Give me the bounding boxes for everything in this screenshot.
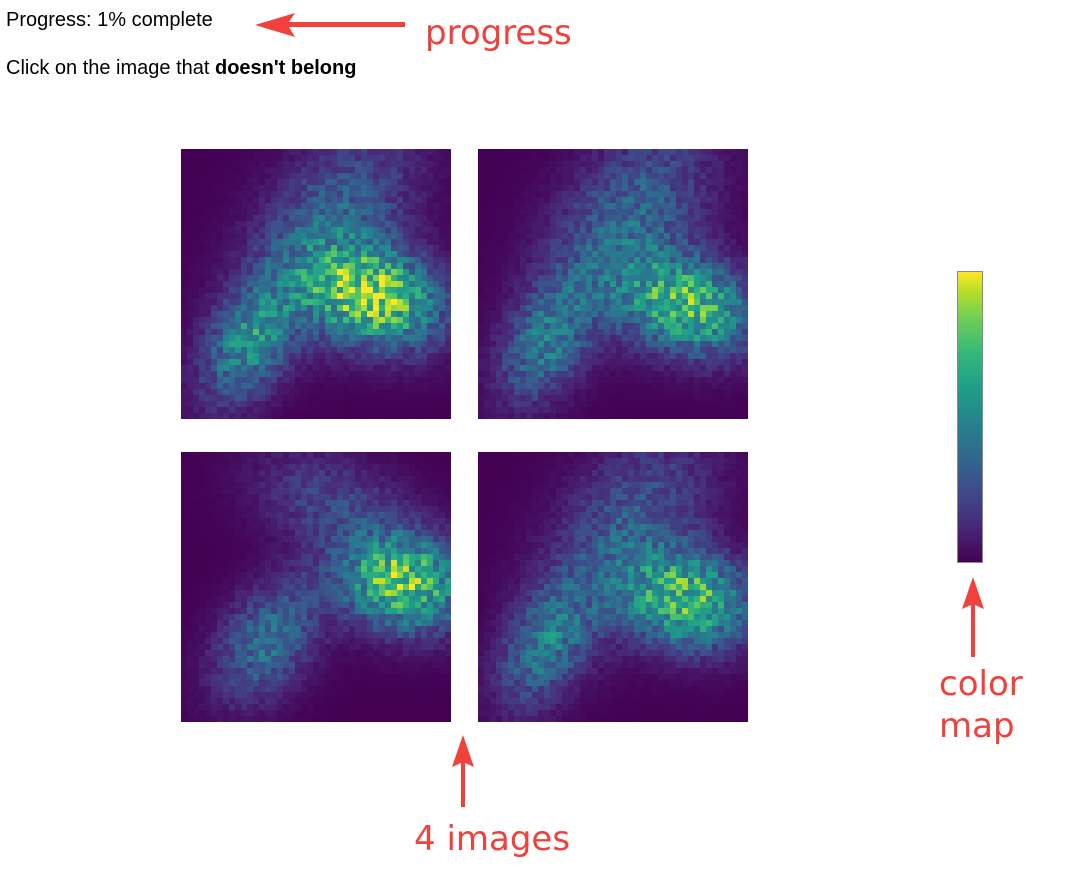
image-tile-4[interactable] bbox=[478, 452, 748, 722]
colormap-arrow-icon bbox=[962, 577, 984, 657]
images-arrow-icon bbox=[452, 735, 474, 807]
heatmap-image bbox=[478, 149, 748, 419]
image-tile-2[interactable] bbox=[478, 149, 748, 419]
heatmap-image bbox=[478, 452, 748, 722]
progress-text: Progress: 1% complete bbox=[6, 9, 213, 32]
progress-arrow-icon bbox=[255, 13, 405, 37]
progress-value: 1% complete bbox=[97, 9, 213, 31]
instruction-emphasis: doesn't belong bbox=[215, 57, 357, 79]
progress-label: Progress: bbox=[6, 9, 92, 31]
progress-annotation: progress bbox=[425, 13, 572, 53]
colormap-annotation-line2: map bbox=[939, 706, 1015, 746]
colormap-bar bbox=[957, 271, 983, 563]
heatmap-image bbox=[181, 149, 451, 419]
image-tile-3[interactable] bbox=[181, 452, 451, 722]
image-tile-1[interactable] bbox=[181, 149, 451, 419]
instruction-prefix: Click on the image that bbox=[6, 57, 215, 79]
heatmap-image bbox=[181, 452, 451, 722]
instruction-text: Click on the image that doesn't belong bbox=[6, 57, 356, 80]
colormap-annotation-line1: color bbox=[939, 664, 1023, 704]
images-annotation: 4 images bbox=[414, 819, 571, 859]
